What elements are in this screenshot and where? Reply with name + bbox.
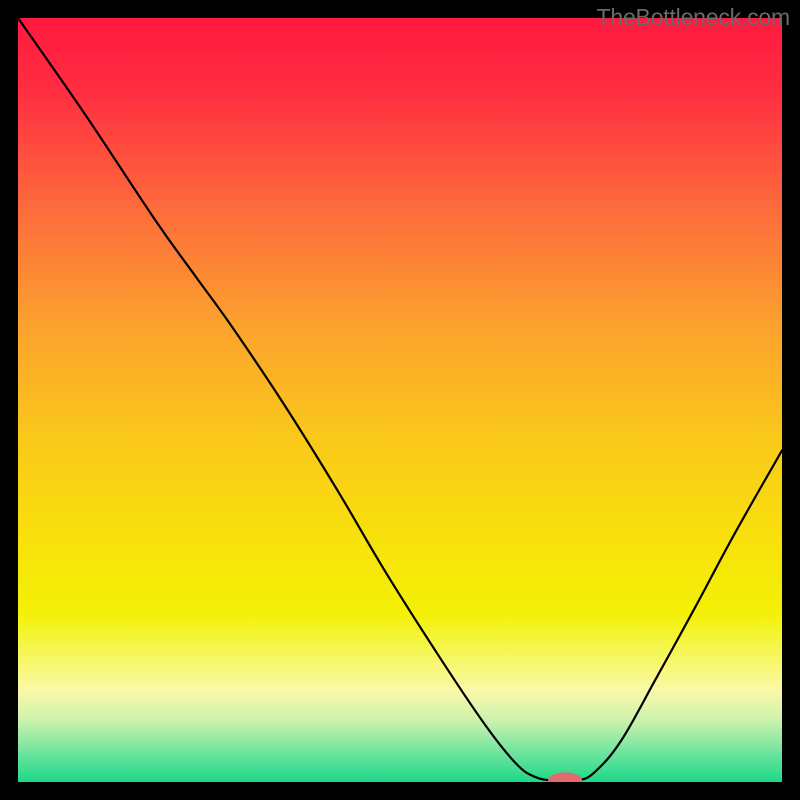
watermark-text: TheBottleneck.com <box>597 4 790 31</box>
plot-background <box>18 18 782 782</box>
chart-container: TheBottleneck.com <box>0 0 800 800</box>
bottleneck-chart <box>0 0 800 800</box>
